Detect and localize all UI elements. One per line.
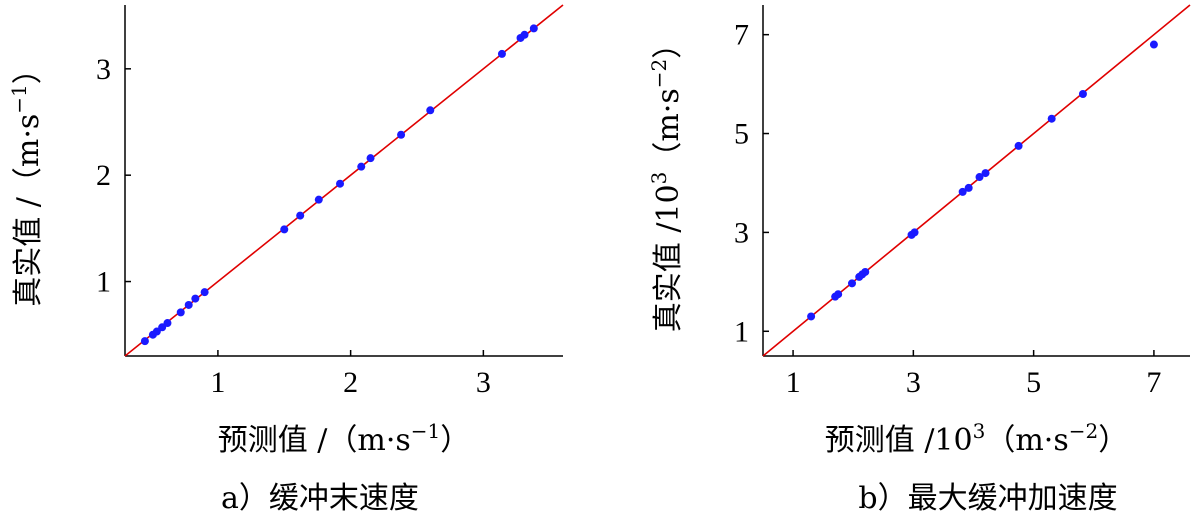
data-point [191,294,200,303]
data-point [158,323,167,332]
data-point [958,187,967,196]
y-axis-title: 真实值 /103（m·s−2） [647,29,686,332]
data-point [426,106,435,115]
x-tick-label: 5 [1026,366,1041,399]
x-tick-label: 2 [343,366,358,399]
y-axis-title: 真实值 /（m·s−1） [7,54,46,307]
data-point [296,211,305,220]
chart-b-svg: 1 3 5 7 1 3 5 7 真实值 /103（m·s−2） 预测值 /103（m·s−2） b）… [647,4,1191,516]
x-axis-title: 预测值 /103（m·s−2） [825,419,1128,458]
x-tick-label: 7 [1146,366,1161,399]
y-tick-label: 1 [96,266,111,299]
data-point [366,154,375,163]
data-point [200,288,209,297]
data-point [397,130,406,139]
data-point [861,267,870,276]
data-point [497,49,506,58]
data-point [184,300,193,309]
chart-a-svg: 1 2 3 1 2 3 真实值 /（m·s−1） 预测值 /（m·s−1） a）缓冲末速度 [7,4,564,516]
data-point [357,162,366,171]
data-point [529,24,538,33]
y-tick-label: 3 [734,216,749,249]
data-point [520,30,529,39]
data-point [176,308,185,317]
y-tick-label: 1 [734,315,749,348]
data-point [975,173,984,182]
data-point [964,183,973,192]
x-tick-label: 3 [906,366,921,399]
data-point [1014,141,1023,150]
data-point [981,169,990,178]
y-tick-label: 3 [96,53,111,86]
reference-line-y-equals-x [762,4,1191,357]
chart-panel-b: 1 3 5 7 1 3 5 7 真实值 /103（m·s−2） 预测值 /103（m·s−2） b）… [600,0,1200,527]
y-tick-label: 5 [734,118,749,151]
x-tick-label: 3 [476,366,491,399]
y-tick-label: 2 [96,159,111,192]
data-point [848,279,857,288]
data-point [152,327,161,336]
data-point [807,312,816,321]
data-point [314,195,323,204]
data-point [910,228,919,237]
data-point [1078,89,1087,98]
x-tick-label: 1 [210,366,225,399]
data-point [834,290,843,299]
x-tick-label: 1 [786,366,801,399]
data-point [140,337,149,346]
chart-caption: a）缓冲末速度 [221,481,419,516]
data-point [1149,40,1158,49]
chart-caption: b）最大缓冲加速度 [858,481,1117,516]
y-tick-label: 7 [734,19,749,52]
chart-panel-a: 1 2 3 1 2 3 真实值 /（m·s−1） 预测值 /（m·s−1） a）缓冲末速度 [7,4,564,516]
x-axis-title: 预测值 /（m·s−1） [218,419,471,458]
data-point [1047,114,1056,123]
data-point [336,179,345,188]
data-point [280,225,289,234]
data-point [163,319,172,328]
